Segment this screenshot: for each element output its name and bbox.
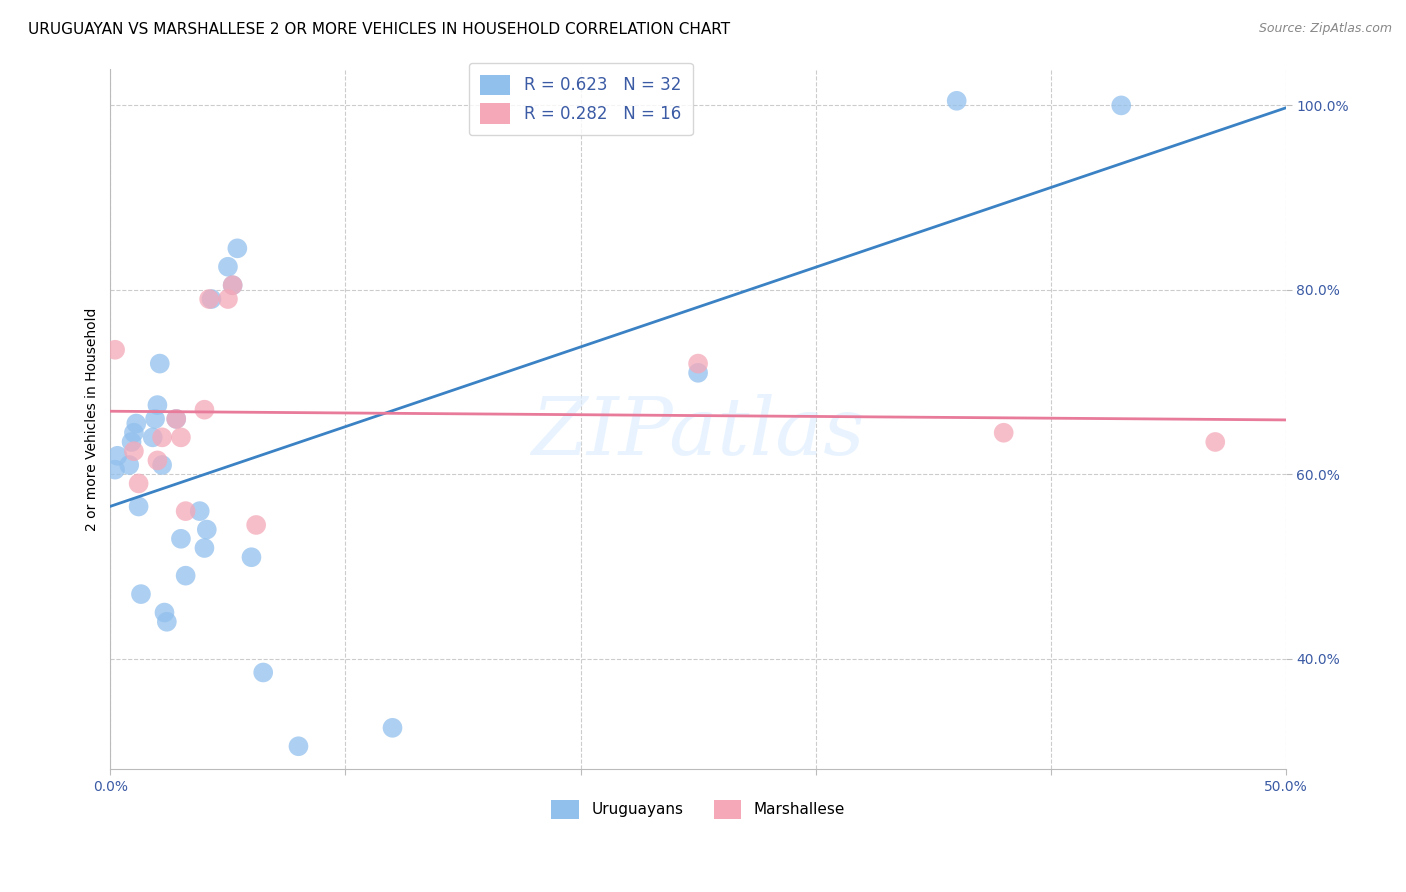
Point <box>193 541 215 555</box>
Point <box>118 458 141 472</box>
Point <box>198 292 221 306</box>
Point <box>104 343 127 357</box>
Y-axis label: 2 or more Vehicles in Household: 2 or more Vehicles in Household <box>86 307 100 531</box>
Point <box>142 430 165 444</box>
Text: Source: ZipAtlas.com: Source: ZipAtlas.com <box>1258 22 1392 36</box>
Point <box>153 606 176 620</box>
Point <box>993 425 1015 440</box>
Text: URUGUAYAN VS MARSHALLESE 2 OR MORE VEHICLES IN HOUSEHOLD CORRELATION CHART: URUGUAYAN VS MARSHALLESE 2 OR MORE VEHIC… <box>28 22 730 37</box>
Point <box>221 278 243 293</box>
Point <box>200 292 222 306</box>
Point <box>381 721 404 735</box>
Point <box>149 357 172 371</box>
Point <box>122 444 145 458</box>
Point <box>129 587 152 601</box>
Point <box>221 278 243 293</box>
Point <box>195 523 218 537</box>
Point <box>193 402 215 417</box>
Point <box>165 412 187 426</box>
Point <box>150 430 173 444</box>
Point <box>143 412 166 426</box>
Legend: Uruguayans, Marshallese: Uruguayans, Marshallese <box>546 794 851 825</box>
Point <box>245 518 267 533</box>
Point <box>165 412 187 426</box>
Text: ZIPatlas: ZIPatlas <box>531 394 865 472</box>
Point <box>1109 98 1132 112</box>
Point <box>150 458 173 472</box>
Point <box>688 357 710 371</box>
Point <box>174 568 197 582</box>
Point <box>170 532 193 546</box>
Point <box>1204 434 1226 449</box>
Point <box>226 241 249 255</box>
Point <box>125 417 148 431</box>
Point <box>240 550 263 565</box>
Point <box>146 453 169 467</box>
Point <box>128 500 150 514</box>
Point <box>217 260 239 274</box>
Point <box>170 430 193 444</box>
Point <box>128 476 150 491</box>
Point <box>122 425 145 440</box>
Point <box>217 292 239 306</box>
Point <box>287 739 309 754</box>
Point <box>252 665 274 680</box>
Point <box>945 94 967 108</box>
Point <box>688 366 710 380</box>
Point <box>121 434 143 449</box>
Point <box>104 462 127 476</box>
Point <box>174 504 197 518</box>
Point <box>107 449 129 463</box>
Point <box>188 504 211 518</box>
Point <box>156 615 179 629</box>
Point <box>146 398 169 412</box>
